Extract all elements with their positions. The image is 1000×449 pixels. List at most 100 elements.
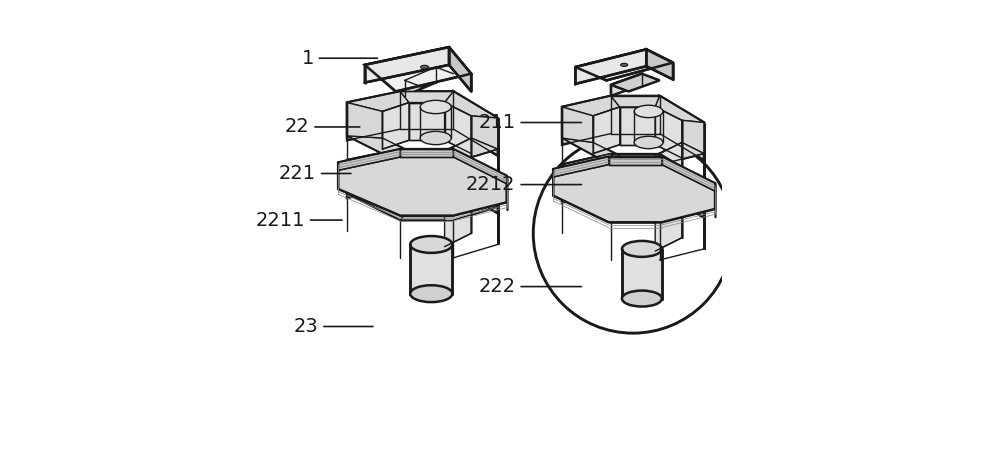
Polygon shape [382, 160, 471, 209]
Text: 2211: 2211 [255, 211, 342, 229]
Polygon shape [655, 107, 682, 158]
Polygon shape [409, 102, 445, 140]
Polygon shape [347, 136, 409, 163]
Polygon shape [655, 165, 682, 216]
Polygon shape [347, 149, 400, 198]
Polygon shape [655, 142, 682, 194]
Polygon shape [400, 92, 453, 129]
Polygon shape [682, 120, 704, 154]
Polygon shape [365, 47, 471, 92]
Polygon shape [365, 47, 449, 83]
Polygon shape [655, 200, 682, 251]
Polygon shape [553, 157, 609, 177]
Polygon shape [445, 160, 471, 211]
Polygon shape [662, 157, 715, 191]
Polygon shape [609, 157, 662, 165]
Ellipse shape [622, 291, 662, 307]
Polygon shape [553, 157, 715, 222]
Polygon shape [611, 154, 660, 191]
Polygon shape [562, 138, 620, 165]
Polygon shape [660, 96, 704, 160]
Polygon shape [445, 102, 471, 154]
Polygon shape [347, 92, 498, 163]
Text: 23: 23 [293, 317, 373, 336]
Polygon shape [620, 165, 655, 202]
Polygon shape [400, 149, 453, 157]
Polygon shape [453, 92, 498, 156]
Polygon shape [562, 96, 704, 165]
Polygon shape [338, 149, 400, 171]
Polygon shape [593, 165, 682, 213]
Polygon shape [622, 249, 662, 299]
Polygon shape [445, 149, 498, 176]
Text: 211: 211 [478, 113, 581, 132]
Ellipse shape [410, 236, 452, 253]
Polygon shape [347, 102, 382, 138]
Polygon shape [562, 96, 620, 116]
Polygon shape [400, 92, 453, 102]
Ellipse shape [634, 136, 663, 149]
Polygon shape [405, 67, 436, 96]
Polygon shape [400, 149, 453, 187]
Polygon shape [400, 209, 453, 220]
Ellipse shape [420, 189, 451, 202]
Polygon shape [655, 142, 704, 165]
Polygon shape [445, 196, 471, 247]
Polygon shape [410, 244, 452, 294]
Polygon shape [575, 49, 646, 84]
Polygon shape [400, 151, 453, 163]
Polygon shape [382, 102, 409, 149]
Ellipse shape [420, 100, 451, 114]
Polygon shape [338, 149, 507, 216]
Ellipse shape [622, 241, 662, 257]
Polygon shape [611, 74, 642, 96]
Ellipse shape [420, 158, 451, 171]
Polygon shape [562, 107, 593, 142]
Polygon shape [400, 149, 453, 160]
Ellipse shape [420, 132, 451, 145]
Polygon shape [449, 47, 471, 92]
Polygon shape [562, 154, 620, 173]
Polygon shape [562, 154, 704, 222]
Polygon shape [575, 49, 673, 80]
Polygon shape [655, 200, 704, 222]
Ellipse shape [621, 63, 628, 66]
Polygon shape [453, 149, 498, 213]
Polygon shape [593, 107, 620, 154]
Text: 22: 22 [285, 118, 360, 136]
Polygon shape [660, 154, 704, 218]
Polygon shape [562, 196, 620, 222]
Ellipse shape [634, 163, 663, 175]
Polygon shape [471, 116, 498, 149]
Polygon shape [611, 96, 660, 134]
Polygon shape [445, 92, 498, 118]
Ellipse shape [410, 285, 452, 302]
Ellipse shape [634, 105, 663, 118]
Ellipse shape [634, 194, 663, 207]
Polygon shape [347, 160, 382, 196]
Polygon shape [445, 138, 471, 189]
Polygon shape [453, 149, 507, 184]
Text: 221: 221 [279, 164, 351, 183]
Polygon shape [347, 92, 400, 140]
Polygon shape [682, 178, 704, 211]
Polygon shape [620, 107, 655, 145]
Polygon shape [382, 160, 409, 207]
Text: 1: 1 [301, 48, 377, 68]
Polygon shape [347, 149, 498, 220]
Polygon shape [655, 96, 704, 123]
Polygon shape [646, 49, 673, 79]
Polygon shape [405, 67, 453, 87]
Polygon shape [611, 213, 660, 222]
Polygon shape [382, 102, 471, 151]
Polygon shape [347, 194, 409, 220]
Ellipse shape [421, 65, 429, 69]
Polygon shape [445, 138, 498, 163]
Polygon shape [562, 165, 593, 200]
Polygon shape [593, 107, 682, 156]
Polygon shape [562, 96, 611, 145]
Polygon shape [611, 74, 660, 92]
Polygon shape [611, 96, 660, 107]
Polygon shape [471, 173, 498, 207]
Polygon shape [445, 196, 498, 220]
